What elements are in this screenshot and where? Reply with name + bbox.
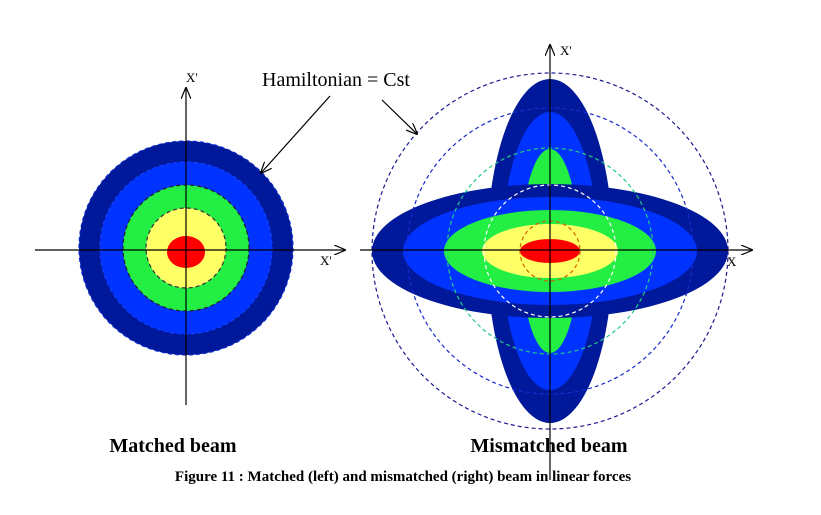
y-axis-label: X' [186,70,198,85]
annotation-arrow [381,99,417,134]
panel-title: Matched beam [109,435,237,457]
x-axis-label: X' [320,253,332,268]
annotation: Hamiltonian = Cst [262,69,410,91]
mismatched-beam [360,45,752,480]
matched-beam [35,88,345,405]
caption: Figure 11 : Matched (left) and mismatche… [175,469,631,485]
y-axis-label: X' [560,43,572,58]
panel-title: Mismatched beam [470,435,628,457]
x-axis-label: X [727,254,737,269]
annotation-arrow [261,95,331,173]
